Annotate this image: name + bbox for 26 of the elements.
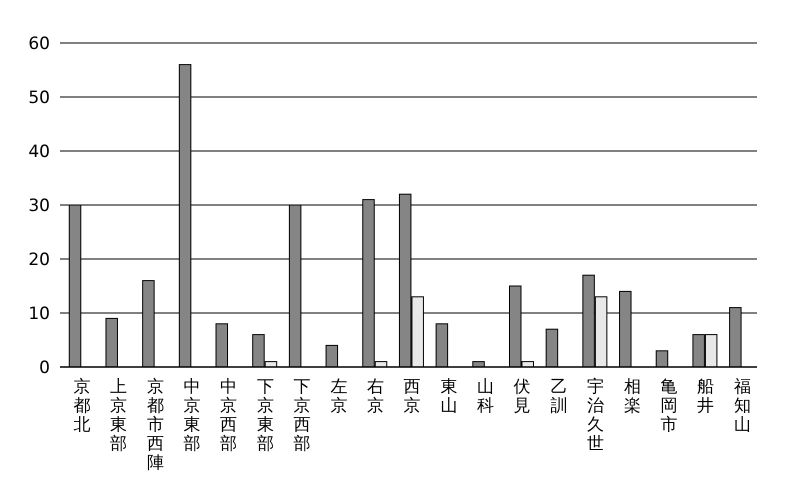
x-tick-label: 中京西部 xyxy=(220,377,238,454)
x-tick-label: 上京東部 xyxy=(110,377,128,454)
x-tick-label: 京都北 xyxy=(74,377,91,435)
x-tick-label: 中京東部 xyxy=(184,377,201,454)
x-tick-label: 相楽 xyxy=(624,377,641,416)
x-tick-label: 下京東部 xyxy=(256,377,274,454)
x-tick-label: 伏見 xyxy=(514,377,531,416)
x-tick-label: 右京 xyxy=(366,377,384,416)
y-tick-label: 10 xyxy=(28,304,50,324)
x-tick-label: 山科 xyxy=(477,377,494,416)
x-tick-label: 亀岡市 xyxy=(660,377,678,435)
y-tick-label: 40 xyxy=(28,142,50,162)
x-tick-label: 宇治久世 xyxy=(587,377,604,454)
x-tick-label: 京都市西陣 xyxy=(146,377,164,473)
y-tick-label: 60 xyxy=(28,34,50,54)
x-tick-label: 船井 xyxy=(697,377,714,416)
y-tick-label: 20 xyxy=(28,250,50,270)
x-tick-label: 西京 xyxy=(404,377,421,416)
x-tick-label: 福知山 xyxy=(734,377,751,435)
y-tick-label: 50 xyxy=(28,88,50,108)
x-tick-label: 乙訓 xyxy=(550,377,568,416)
y-tick-label: 0 xyxy=(39,358,50,378)
x-tick-label: 東山 xyxy=(440,377,458,416)
x-tick-label: 下京西部 xyxy=(294,377,311,454)
x-tick-label: 左京 xyxy=(330,377,348,416)
y-tick-label: 30 xyxy=(28,196,50,216)
